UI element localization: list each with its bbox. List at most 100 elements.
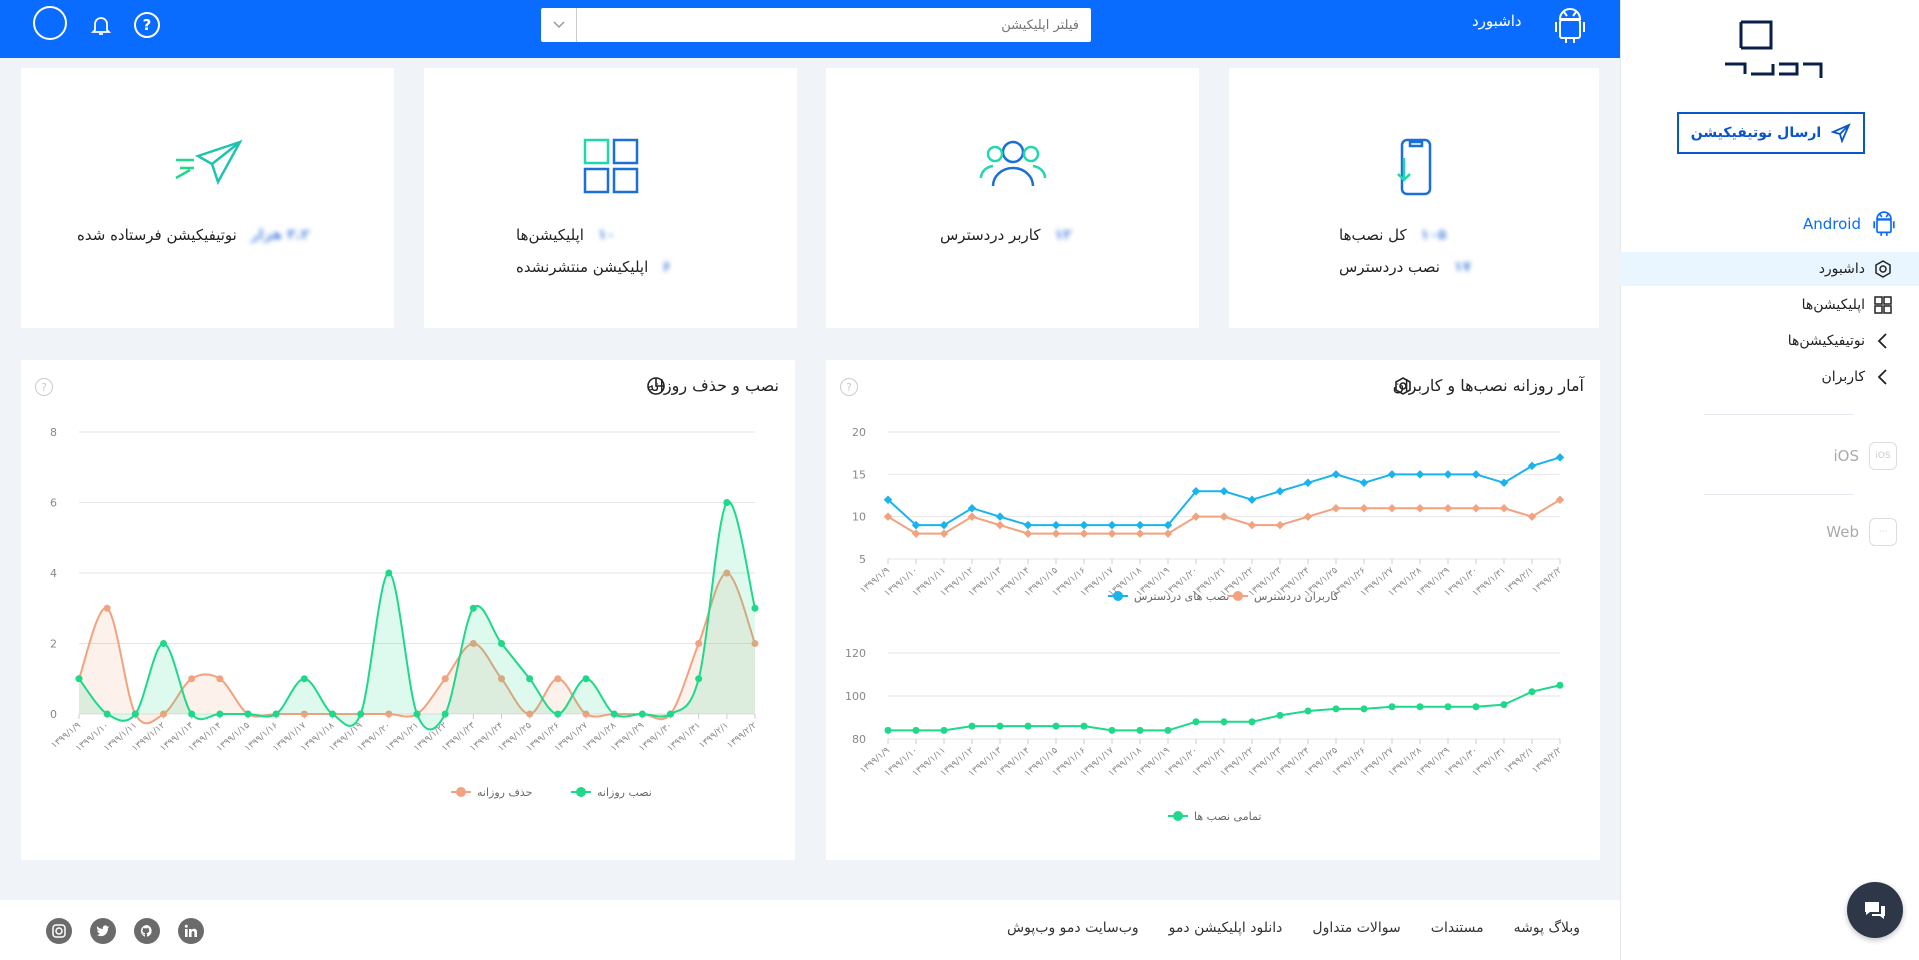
data-point	[1360, 705, 1368, 713]
instagram-icon[interactable]	[46, 918, 72, 944]
sidebar-item-dashboard[interactable]: داشبورد	[1620, 252, 1919, 286]
stat-card-apps: ۱۰ اپلیکیشن‌ها ۶ اپلیکیشن منتشرنشده	[424, 68, 797, 328]
data-point	[582, 675, 590, 683]
data-point	[1079, 529, 1089, 538]
data-point	[1415, 470, 1425, 479]
data-point	[160, 640, 167, 647]
data-point	[1303, 478, 1313, 488]
social-links	[46, 918, 204, 944]
data-point	[1555, 453, 1565, 462]
data-point	[996, 722, 1004, 730]
chart-install-uninstall: 02468۱۳۹۹/۱/۹۱۳۹۹/۱/۱۰۱۳۹۹/۱/۱۱۱۳۹۹/۱/۱۲…	[50, 426, 759, 799]
platform-android[interactable]: Android	[1803, 210, 1897, 238]
avatar[interactable]	[33, 6, 67, 40]
footer-link[interactable]: سوالات متداول	[1312, 920, 1401, 936]
sidebar-item-apps[interactable]: اپلیکیشن‌ها	[1620, 288, 1919, 322]
stat-total-installs: ۱۰۵ کل نصب‌ها	[1339, 226, 1446, 244]
stat-label: اپلیکیشن‌ها	[516, 226, 584, 244]
data-point	[441, 710, 449, 718]
data-point	[554, 710, 562, 718]
data-point	[1304, 707, 1312, 715]
phone-install-icon	[1394, 138, 1434, 200]
data-point	[75, 675, 83, 683]
data-point	[1359, 478, 1369, 488]
sidebar-item-users[interactable]: کاربران	[1620, 360, 1919, 394]
divider	[1704, 414, 1854, 415]
data-point	[638, 710, 646, 718]
data-point	[160, 710, 167, 718]
footer-links: وبلاگ پوشه مستندات سوالات متداول دانلود …	[1007, 920, 1580, 936]
help-icon[interactable]: ?	[35, 378, 53, 396]
divider	[1704, 494, 1854, 495]
x-tick-label: ۱۳۹۹/۲/۲	[726, 721, 759, 751]
chat-button[interactable]	[1847, 882, 1903, 938]
data-point	[1303, 512, 1313, 521]
data-point	[1275, 487, 1285, 496]
footer-link[interactable]: وب‌سایت دمو وب‌پوش	[1007, 920, 1139, 936]
linkedin-icon[interactable]	[178, 918, 204, 944]
sidebar-item-notifications[interactable]: نوتیفیکیشن‌ها	[1620, 324, 1919, 358]
chat-icon	[1865, 902, 1885, 919]
data-point	[1387, 503, 1397, 513]
platform-web[interactable]: ··· Web	[1826, 518, 1897, 546]
data-point	[1191, 512, 1201, 521]
data-point	[1471, 503, 1481, 513]
bell-icon[interactable]	[84, 8, 118, 42]
settings-icon	[1394, 377, 1411, 395]
chevron-left-icon	[1877, 369, 1887, 385]
data-point	[385, 569, 393, 577]
data-point	[1135, 520, 1145, 530]
help-icon[interactable]: ?	[840, 378, 858, 396]
data-point	[188, 710, 196, 718]
data-point	[1135, 529, 1145, 538]
data-point	[1444, 703, 1452, 711]
stat-card-users: ۱۲ کاربر دردسترس	[826, 68, 1199, 328]
y-tick-label: 20	[852, 426, 866, 439]
send-notification-button[interactable]: ارسال نوتیفیکیشن	[1677, 112, 1865, 154]
data-point	[1416, 703, 1424, 711]
data-point	[723, 569, 731, 577]
github-icon[interactable]	[134, 918, 160, 944]
data-point	[883, 512, 893, 521]
footer-link[interactable]: دانلود اپلیکیشن دمو	[1168, 920, 1283, 936]
data-point	[1023, 529, 1033, 538]
data-point	[216, 675, 224, 683]
help-icon[interactable]: ?	[130, 8, 164, 42]
stat-apps: ۱۰ اپلیکیشن‌ها	[516, 226, 615, 244]
app-filter[interactable]	[541, 8, 1091, 42]
app-filter-input[interactable]	[577, 8, 1091, 42]
data-point	[1276, 711, 1284, 719]
data-point	[300, 710, 308, 718]
data-point	[1472, 703, 1480, 711]
data-point	[939, 529, 949, 538]
data-point	[1079, 520, 1089, 530]
data-point	[1052, 722, 1060, 730]
data-point	[1247, 495, 1257, 504]
data-point	[441, 675, 449, 683]
platform-ios[interactable]: iOS iOS	[1834, 442, 1897, 470]
web-icon: ···	[1869, 518, 1897, 546]
data-point	[940, 726, 948, 734]
chevron-down-icon[interactable]	[541, 8, 577, 42]
legend-marker	[576, 787, 586, 797]
stat-value: ۳.۲ هزار	[250, 227, 310, 243]
data-point	[103, 710, 111, 718]
footer-link[interactable]: مستندات	[1430, 920, 1484, 936]
data-point	[526, 675, 534, 683]
series-area	[79, 501, 755, 730]
data-point	[554, 675, 562, 683]
data-point	[216, 710, 224, 718]
stat-label: نوتیفیکیشن فرستاده شده	[77, 226, 237, 244]
users-icon	[979, 138, 1047, 192]
twitter-icon[interactable]	[90, 918, 116, 944]
paper-plane-icon	[172, 138, 244, 194]
data-point	[695, 675, 703, 683]
data-point	[751, 640, 759, 647]
ios-icon: iOS	[1869, 442, 1897, 470]
data-point	[1192, 718, 1200, 726]
stat-value: ۱۰	[597, 227, 616, 243]
data-point	[1527, 512, 1537, 521]
x-tick-label: ۱۳۹۹/۲/۱	[697, 721, 730, 751]
data-point	[1499, 478, 1509, 488]
footer-link[interactable]: وبلاگ پوشه	[1513, 920, 1580, 936]
